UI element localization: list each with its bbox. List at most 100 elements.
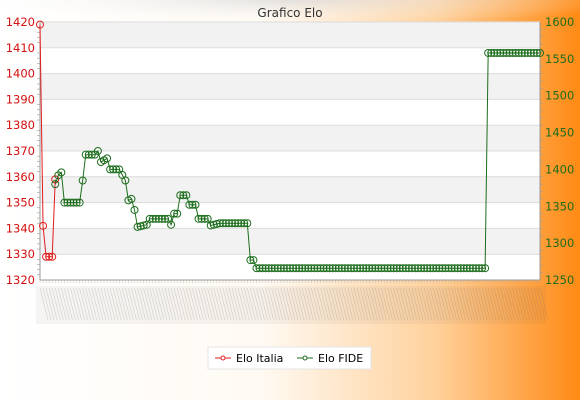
- data-point[interactable]: [493, 48, 502, 57]
- data-point[interactable]: [130, 205, 139, 214]
- data-point[interactable]: [42, 252, 51, 261]
- data-point[interactable]: [51, 180, 60, 189]
- data-point[interactable]: [170, 209, 179, 218]
- data-point[interactable]: [185, 200, 194, 209]
- data-point[interactable]: [417, 264, 426, 273]
- data-point[interactable]: [432, 264, 441, 273]
- data-point[interactable]: [337, 264, 346, 273]
- data-point[interactable]: [133, 222, 142, 231]
- data-point[interactable]: [392, 264, 401, 273]
- data-point[interactable]: [84, 150, 93, 159]
- data-point[interactable]: [127, 194, 136, 203]
- data-point[interactable]: [215, 219, 224, 228]
- data-point[interactable]: [179, 191, 188, 200]
- data-point[interactable]: [197, 214, 206, 223]
- data-point[interactable]: [261, 264, 270, 273]
- data-point[interactable]: [39, 221, 48, 230]
- data-point[interactable]: [505, 48, 514, 57]
- data-point[interactable]: [334, 264, 343, 273]
- data-point[interactable]: [365, 264, 374, 273]
- data-point[interactable]: [435, 264, 444, 273]
- data-point[interactable]: [45, 252, 54, 261]
- data-point[interactable]: [468, 264, 477, 273]
- data-point[interactable]: [383, 264, 392, 273]
- data-point[interactable]: [255, 264, 264, 273]
- data-point[interactable]: [502, 48, 511, 57]
- data-point[interactable]: [191, 200, 200, 209]
- data-point[interactable]: [462, 264, 471, 273]
- data-point[interactable]: [161, 214, 169, 223]
- legend[interactable]: Elo Italia Elo FIDE: [207, 346, 372, 370]
- data-point[interactable]: [106, 165, 115, 174]
- data-point[interactable]: [87, 150, 96, 159]
- data-point[interactable]: [316, 264, 325, 273]
- data-point[interactable]: [368, 264, 377, 273]
- data-point[interactable]: [286, 264, 294, 273]
- data-point[interactable]: [279, 264, 288, 273]
- data-point[interactable]: [75, 198, 84, 207]
- data-point[interactable]: [414, 264, 423, 273]
- data-point[interactable]: [157, 214, 166, 223]
- data-point[interactable]: [36, 20, 44, 29]
- data-point[interactable]: [60, 198, 69, 207]
- data-point[interactable]: [411, 264, 419, 273]
- data-point[interactable]: [225, 219, 234, 228]
- data-point[interactable]: [273, 264, 282, 273]
- data-point[interactable]: [221, 219, 230, 228]
- data-point[interactable]: [228, 219, 237, 228]
- data-point[interactable]: [301, 264, 310, 273]
- data-point[interactable]: [404, 264, 413, 273]
- data-point[interactable]: [346, 264, 355, 273]
- data-point[interactable]: [240, 219, 249, 228]
- data-point[interactable]: [93, 147, 102, 155]
- data-point[interactable]: [203, 214, 212, 223]
- data-point[interactable]: [136, 222, 145, 231]
- data-point[interactable]: [475, 264, 484, 273]
- data-point[interactable]: [343, 264, 352, 273]
- data-point[interactable]: [371, 264, 380, 273]
- data-point[interactable]: [270, 264, 279, 273]
- data-point[interactable]: [231, 219, 240, 228]
- data-point[interactable]: [389, 264, 398, 273]
- data-point[interactable]: [304, 264, 313, 273]
- data-point[interactable]: [298, 264, 307, 273]
- data-point[interactable]: [246, 256, 255, 265]
- data-point[interactable]: [209, 220, 218, 229]
- data-point[interactable]: [276, 264, 285, 273]
- data-point[interactable]: [206, 221, 215, 230]
- data-point[interactable]: [258, 264, 267, 273]
- data-point[interactable]: [484, 48, 493, 57]
- data-point[interactable]: [66, 198, 75, 207]
- data-point[interactable]: [536, 48, 544, 57]
- data-point[interactable]: [292, 264, 301, 273]
- data-point[interactable]: [78, 176, 87, 185]
- data-point[interactable]: [200, 214, 209, 223]
- data-point[interactable]: [526, 48, 535, 57]
- data-point[interactable]: [267, 264, 276, 273]
- data-point[interactable]: [398, 264, 407, 273]
- data-point[interactable]: [395, 264, 404, 273]
- data-point[interactable]: [481, 264, 490, 273]
- data-point[interactable]: [423, 264, 432, 273]
- data-point[interactable]: [340, 264, 349, 273]
- data-point[interactable]: [103, 154, 112, 163]
- data-point[interactable]: [218, 219, 227, 228]
- data-point[interactable]: [69, 198, 78, 207]
- data-point[interactable]: [511, 48, 520, 57]
- data-point[interactable]: [48, 252, 57, 261]
- data-point[interactable]: [441, 264, 450, 273]
- data-point[interactable]: [319, 264, 328, 273]
- data-point[interactable]: [471, 264, 480, 273]
- data-point[interactable]: [377, 264, 386, 273]
- data-point[interactable]: [465, 264, 474, 273]
- data-point[interactable]: [508, 48, 517, 57]
- data-point[interactable]: [447, 264, 456, 273]
- data-point[interactable]: [151, 214, 160, 223]
- data-point[interactable]: [517, 48, 526, 57]
- data-point[interactable]: [264, 264, 273, 273]
- data-point[interactable]: [353, 264, 362, 273]
- data-point[interactable]: [453, 264, 462, 273]
- data-point[interactable]: [313, 264, 322, 273]
- data-point[interactable]: [112, 165, 121, 174]
- data-point[interactable]: [426, 264, 435, 273]
